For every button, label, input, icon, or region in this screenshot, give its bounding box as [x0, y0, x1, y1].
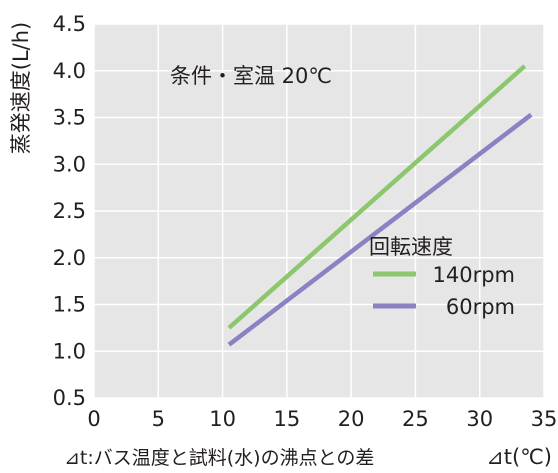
condition-annotation: 条件・室温 20℃ [170, 64, 332, 88]
y-tick-label: 2.5 [53, 199, 86, 223]
x-tick-label: 20 [338, 407, 365, 431]
x-tick-label: 5 [152, 407, 165, 431]
x-tick-label: 10 [209, 407, 236, 431]
x-tick-label: 30 [466, 407, 493, 431]
y-tick-label: 3.0 [53, 152, 86, 176]
y-tick-label: 3.5 [53, 106, 86, 130]
x-tick-label: 0 [87, 407, 100, 431]
x-axis-label: ⊿t:バス温度と試料(水)の沸点との差 [64, 447, 374, 469]
x-tick-label: 35 [531, 407, 558, 431]
legend-title: 回転速度 [369, 235, 453, 259]
y-axis-ticks: 0.5 1.0 1.5 2.0 2.5 3.0 3.5 4.0 4.5 [53, 12, 86, 410]
x-tick-label: 15 [273, 407, 300, 431]
x-tick-label: 25 [402, 407, 429, 431]
y-tick-label: 2.0 [53, 246, 86, 270]
y-tick-label: 4.5 [53, 12, 86, 36]
y-tick-label: 1.5 [53, 293, 86, 317]
y-tick-label: 0.5 [53, 386, 86, 410]
grid-lines [93, 23, 545, 399]
series-line-60rpm [227, 112, 533, 347]
y-tick-label: 4.0 [53, 59, 86, 83]
legend-label-60rpm: 60rpm [446, 295, 515, 319]
legend-label-140rpm: 140rpm [432, 263, 515, 287]
series-line-140rpm [227, 64, 527, 330]
y-tick-label: 1.0 [53, 339, 86, 363]
y-axis-label: 蒸発速度(L/h) [9, 22, 33, 154]
x-axis-ticks: 0 5 10 15 20 25 30 35 [87, 407, 557, 431]
series-lines [227, 64, 533, 347]
legend: 140rpm 60rpm [373, 263, 515, 319]
x-axis-unit-label: ⊿t(℃) [486, 445, 552, 469]
